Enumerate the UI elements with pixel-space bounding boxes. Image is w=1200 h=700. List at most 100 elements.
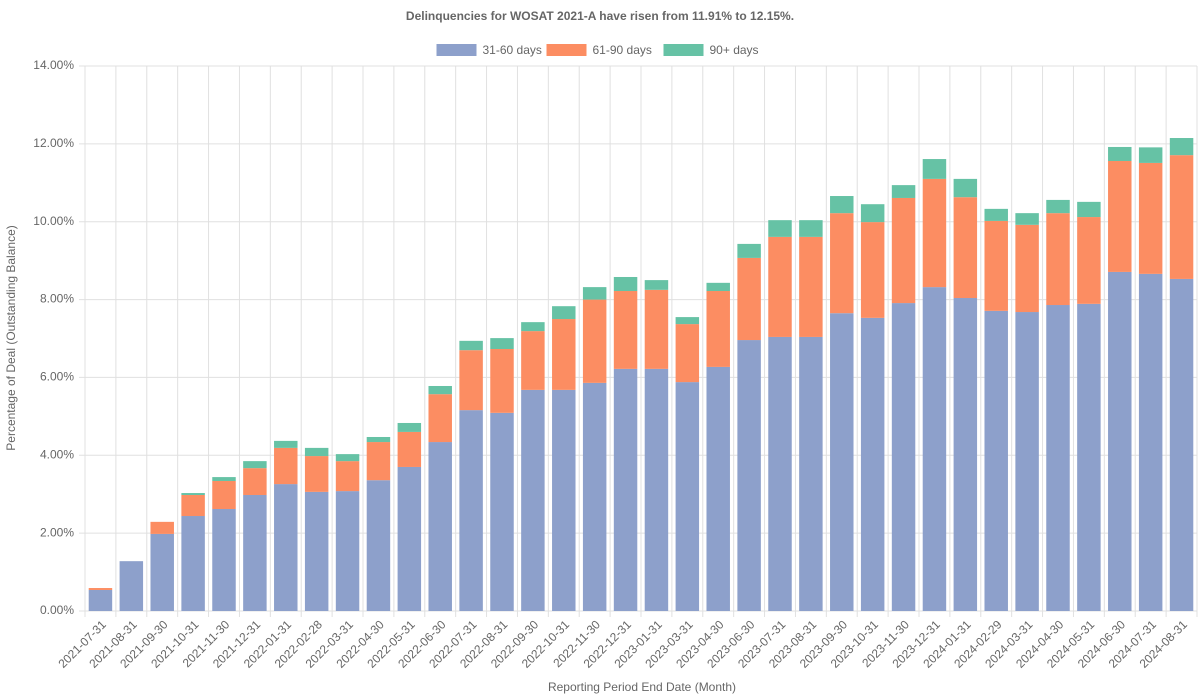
bar-segment bbox=[706, 282, 730, 292]
bar-segment bbox=[88, 588, 113, 590]
bar-segment bbox=[644, 280, 669, 290]
bar-segment bbox=[799, 336, 823, 611]
bar-segment bbox=[984, 310, 1008, 611]
bar-segment bbox=[675, 317, 700, 325]
bar-segment bbox=[582, 287, 607, 300]
bar-segment bbox=[830, 196, 854, 214]
bar-segment bbox=[1015, 213, 1039, 225]
bar-segment bbox=[150, 533, 174, 611]
bar-segment bbox=[243, 461, 267, 469]
legend-label: 61-90 days bbox=[593, 43, 652, 57]
bar-segment bbox=[891, 197, 916, 304]
bar-segment bbox=[737, 257, 761, 341]
bar-segment bbox=[799, 220, 823, 237]
bar-segment bbox=[613, 276, 638, 292]
y-tick-label: 2.00% bbox=[40, 525, 74, 539]
bar-segment bbox=[490, 349, 514, 413]
bar-segment bbox=[1015, 224, 1039, 313]
bar-segment bbox=[1169, 138, 1194, 156]
bar-segment bbox=[1138, 147, 1163, 163]
bar-segment bbox=[984, 220, 1008, 311]
bar-segment bbox=[428, 442, 452, 611]
bar-segment bbox=[521, 389, 545, 611]
y-tick-label: 0.00% bbox=[40, 603, 74, 617]
bar-segment bbox=[1077, 201, 1101, 218]
bar-segment bbox=[891, 185, 916, 198]
x-axis-title: Reporting Period End Date (Month) bbox=[548, 680, 736, 694]
bar-segment bbox=[675, 382, 700, 611]
bar-segment bbox=[953, 298, 978, 611]
bar-segment bbox=[706, 291, 730, 367]
bar-segment bbox=[243, 494, 267, 611]
y-tick-label: 6.00% bbox=[40, 370, 74, 384]
bar-segment bbox=[675, 324, 700, 383]
bar-segment bbox=[1046, 213, 1070, 306]
bar-segment bbox=[1046, 199, 1070, 214]
bar-segment bbox=[428, 385, 452, 395]
legend-swatch bbox=[663, 44, 704, 56]
bar-segment bbox=[860, 222, 885, 318]
y-tick-label: 14.00% bbox=[33, 58, 74, 72]
bar-segment bbox=[768, 236, 792, 337]
bar-segment bbox=[737, 243, 761, 258]
bar-segment bbox=[1046, 305, 1070, 611]
bar-segment bbox=[953, 197, 978, 299]
bar-segment bbox=[1169, 278, 1194, 611]
bar-segment bbox=[366, 480, 391, 611]
bar-segment bbox=[428, 394, 452, 443]
bar-segment bbox=[490, 338, 514, 350]
bar-segment bbox=[304, 491, 329, 611]
bar-segment bbox=[397, 431, 422, 467]
bar-segment bbox=[304, 456, 329, 492]
bar-segment bbox=[459, 340, 483, 351]
bar-segment bbox=[737, 340, 761, 611]
bar-segment bbox=[335, 461, 360, 492]
bar-segment bbox=[1138, 162, 1163, 274]
bar-segment bbox=[582, 299, 607, 383]
bar-segment bbox=[830, 313, 854, 611]
y-tick-label: 4.00% bbox=[40, 447, 74, 461]
bar-segment bbox=[243, 468, 267, 495]
bar-segment bbox=[613, 291, 638, 369]
bar-segment bbox=[552, 389, 576, 611]
bar-segment bbox=[1108, 160, 1132, 272]
bar-segment bbox=[830, 213, 854, 314]
bar-segment bbox=[1108, 271, 1132, 611]
bar-segment bbox=[860, 204, 885, 223]
bar-segment bbox=[984, 208, 1008, 221]
bar-segment bbox=[366, 442, 391, 481]
bar-segment bbox=[490, 412, 514, 611]
bar-segment bbox=[922, 159, 947, 179]
bar-segment bbox=[366, 436, 391, 443]
bar-segment bbox=[397, 466, 422, 611]
bar-segment bbox=[274, 447, 298, 485]
bar-segment bbox=[1138, 273, 1163, 611]
bar-segment bbox=[459, 350, 483, 411]
bar-segment bbox=[613, 368, 638, 611]
bar-segment bbox=[459, 410, 483, 611]
bar-segment bbox=[181, 494, 205, 517]
bar-segment bbox=[335, 454, 360, 462]
bar-segment bbox=[521, 322, 545, 332]
bar-segment bbox=[644, 289, 669, 369]
y-tick-label: 10.00% bbox=[33, 214, 74, 228]
y-tick-label: 8.00% bbox=[40, 292, 74, 306]
bar-segment bbox=[706, 366, 730, 611]
legend-label: 31-60 days bbox=[483, 43, 542, 57]
bar-segment bbox=[212, 509, 236, 611]
legend-swatch bbox=[546, 44, 587, 56]
bar-segment bbox=[181, 516, 205, 611]
bar-segment bbox=[304, 447, 329, 457]
bar-segment bbox=[1077, 303, 1101, 611]
legend-label: 90+ days bbox=[710, 43, 759, 57]
bar-segment bbox=[119, 561, 144, 611]
bar-segment bbox=[644, 368, 669, 611]
bar-segment bbox=[891, 303, 916, 611]
bar-segment bbox=[335, 491, 360, 611]
bar-segment bbox=[274, 484, 298, 611]
bar-segment bbox=[1108, 146, 1132, 161]
bar-segment bbox=[181, 493, 205, 495]
y-tick-label: 12.00% bbox=[33, 136, 74, 150]
bar-segment bbox=[799, 236, 823, 337]
